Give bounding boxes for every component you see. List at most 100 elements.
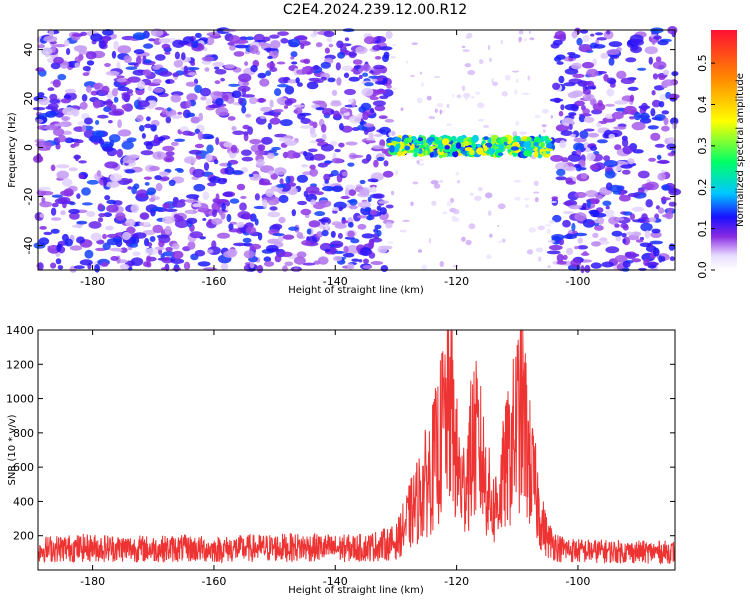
spectrogram-cell-965 bbox=[49, 93, 58, 101]
spectrogram-cell-1258 bbox=[321, 229, 329, 237]
spectrogram-cell-1095 bbox=[153, 134, 159, 143]
spectrogram-cell-1720 bbox=[430, 180, 439, 185]
spectrogram-cell-900 bbox=[271, 146, 281, 151]
spectrogram-cell-1129 bbox=[109, 173, 123, 182]
spectrogram-cell-1412 bbox=[663, 117, 669, 126]
spectrogram-cell-1260 bbox=[165, 247, 173, 252]
spectrogram-cell-739 bbox=[236, 221, 245, 228]
spectrogram-cell-1461 bbox=[571, 62, 582, 70]
spectrogram-cell-1184 bbox=[119, 264, 130, 270]
spectrogram-cell-1592 bbox=[574, 100, 585, 107]
spectrogram-cell-489 bbox=[277, 31, 289, 36]
spectrogram-cell-745 bbox=[186, 67, 200, 71]
spectrogram-cell-617 bbox=[164, 225, 172, 235]
spectrogram-cell-560 bbox=[241, 149, 252, 156]
spectrogram-cell-598 bbox=[300, 43, 305, 50]
spectrogram-cell-1197 bbox=[113, 96, 119, 103]
spectrogram-cell-2218 bbox=[546, 142, 553, 148]
spectrogram-cell-175 bbox=[96, 239, 105, 245]
spectrogram-cell-1016 bbox=[294, 107, 303, 115]
spectrogram-cell-1065 bbox=[331, 157, 343, 164]
spectrogram-cell-510 bbox=[195, 32, 202, 39]
spectrogram-cell-1196 bbox=[328, 43, 334, 48]
snr-plot-area bbox=[38, 330, 675, 570]
spectrogram-cell-874 bbox=[249, 261, 255, 269]
spectrogram-cell-435 bbox=[166, 107, 172, 112]
spectrogram-cell-1130 bbox=[139, 212, 150, 220]
colorbar-tick-label-5: 0.5 bbox=[696, 54, 709, 72]
spectrogram-cell-524 bbox=[194, 143, 204, 149]
spectrogram-cell-1348 bbox=[632, 149, 644, 154]
spectrogram-cell-547 bbox=[38, 237, 50, 246]
spectrogram-cell-491 bbox=[197, 261, 211, 267]
spectrogram-x-ticks: -180 -160 -140 -120 -100 bbox=[80, 30, 590, 288]
spectrogram-cell-2183 bbox=[434, 143, 439, 148]
spectrogram-cell-534 bbox=[93, 83, 101, 90]
spectrogram-cell-1253 bbox=[145, 141, 153, 150]
spectrogram-cell-1022 bbox=[249, 97, 258, 105]
spectrogram-cell-201 bbox=[214, 69, 227, 75]
spectrogram-cell-1779 bbox=[527, 75, 531, 81]
spectrogram-cell-1834 bbox=[505, 158, 508, 161]
spectrogram-cell-111 bbox=[386, 84, 392, 89]
spectrogram-cell-1496 bbox=[637, 67, 647, 71]
spectrogram-cell-735 bbox=[368, 252, 376, 259]
spectrogram-cell-40 bbox=[236, 183, 246, 191]
spectrogram-cell-918 bbox=[122, 231, 131, 241]
spectrogram-cell-1177 bbox=[132, 232, 147, 239]
spectrogram-cell-591 bbox=[300, 125, 313, 129]
spectrogram-cell-1556 bbox=[586, 152, 596, 161]
spectrogram-cell-1041 bbox=[331, 221, 342, 226]
spectrogram-y-tick-label-1: -20 bbox=[22, 188, 35, 206]
spectrogram-cells bbox=[32, 26, 682, 274]
spectrogram-cell-1152 bbox=[317, 199, 332, 208]
spectrogram-cell-464 bbox=[128, 242, 139, 248]
spectrogram-cell-424 bbox=[277, 84, 289, 88]
snr-x-tick-label-4: -100 bbox=[565, 575, 590, 588]
spectrogram-cell-55 bbox=[307, 148, 318, 153]
spectrogram-cell-859 bbox=[76, 139, 84, 144]
spectrogram-cell-805 bbox=[278, 234, 284, 243]
spectrogram-cell-1234 bbox=[189, 231, 203, 239]
colorbar-tick-label-3: 0.3 bbox=[696, 137, 709, 155]
spectrogram-cell-1792 bbox=[500, 39, 503, 45]
spectrogram-cell-1737 bbox=[433, 183, 441, 189]
spectrogram-cell-2045 bbox=[452, 150, 459, 158]
spectrogram-cell-1851 bbox=[513, 179, 522, 183]
spectrogram-cell-1854 bbox=[489, 233, 493, 238]
spectrogram-cell-1706 bbox=[551, 196, 559, 201]
spectrogram-cell-665 bbox=[331, 185, 344, 193]
spectrogram-cell-1603 bbox=[578, 44, 593, 53]
spectrogram-cell-1769 bbox=[534, 197, 539, 203]
spectrogram-cell-2115 bbox=[429, 151, 434, 158]
spectrogram-cell-1585 bbox=[639, 112, 650, 121]
spectrogram-cell-1216 bbox=[37, 44, 45, 49]
spectrogram-cell-1394 bbox=[576, 37, 583, 46]
spectrogram-cell-919 bbox=[270, 40, 281, 49]
spectrogram-cell-2214 bbox=[483, 145, 488, 152]
spectrogram-cell-1136 bbox=[101, 85, 110, 94]
spectrogram-cell-1565 bbox=[590, 33, 595, 37]
spectrogram-cell-1226 bbox=[234, 44, 249, 49]
spectrogram-cell-830 bbox=[348, 98, 355, 104]
spectrogram-cell-1261 bbox=[121, 92, 131, 102]
spectrogram-cell-203 bbox=[164, 51, 171, 55]
spectrogram-cell-1568 bbox=[556, 126, 562, 131]
spectrogram-cell-1754 bbox=[528, 30, 531, 34]
spectrogram-cell-935 bbox=[195, 154, 202, 160]
colorbar-label: Normalized spectral amplitude bbox=[735, 73, 746, 227]
spectrogram-cell-321 bbox=[263, 111, 274, 116]
spectrogram-cell-506 bbox=[266, 244, 279, 252]
spectrogram-cell-1427 bbox=[573, 137, 587, 143]
spectrogram-cell-1185 bbox=[335, 62, 341, 71]
spectrogram-cell-1027 bbox=[301, 67, 306, 75]
spectrogram-cell-627 bbox=[149, 236, 156, 242]
spectrogram-cell-1408 bbox=[615, 107, 627, 112]
spectrogram-cell-1050 bbox=[336, 40, 344, 49]
spectrogram-cell-764 bbox=[82, 72, 90, 76]
spectrogram-cell-920 bbox=[81, 94, 88, 102]
spectrogram-cell-1102 bbox=[179, 199, 186, 203]
spectrogram-cell-804 bbox=[176, 168, 184, 173]
spectrogram-x-tick-label-4: -100 bbox=[565, 275, 590, 288]
spectrogram-cell-791 bbox=[369, 107, 375, 114]
